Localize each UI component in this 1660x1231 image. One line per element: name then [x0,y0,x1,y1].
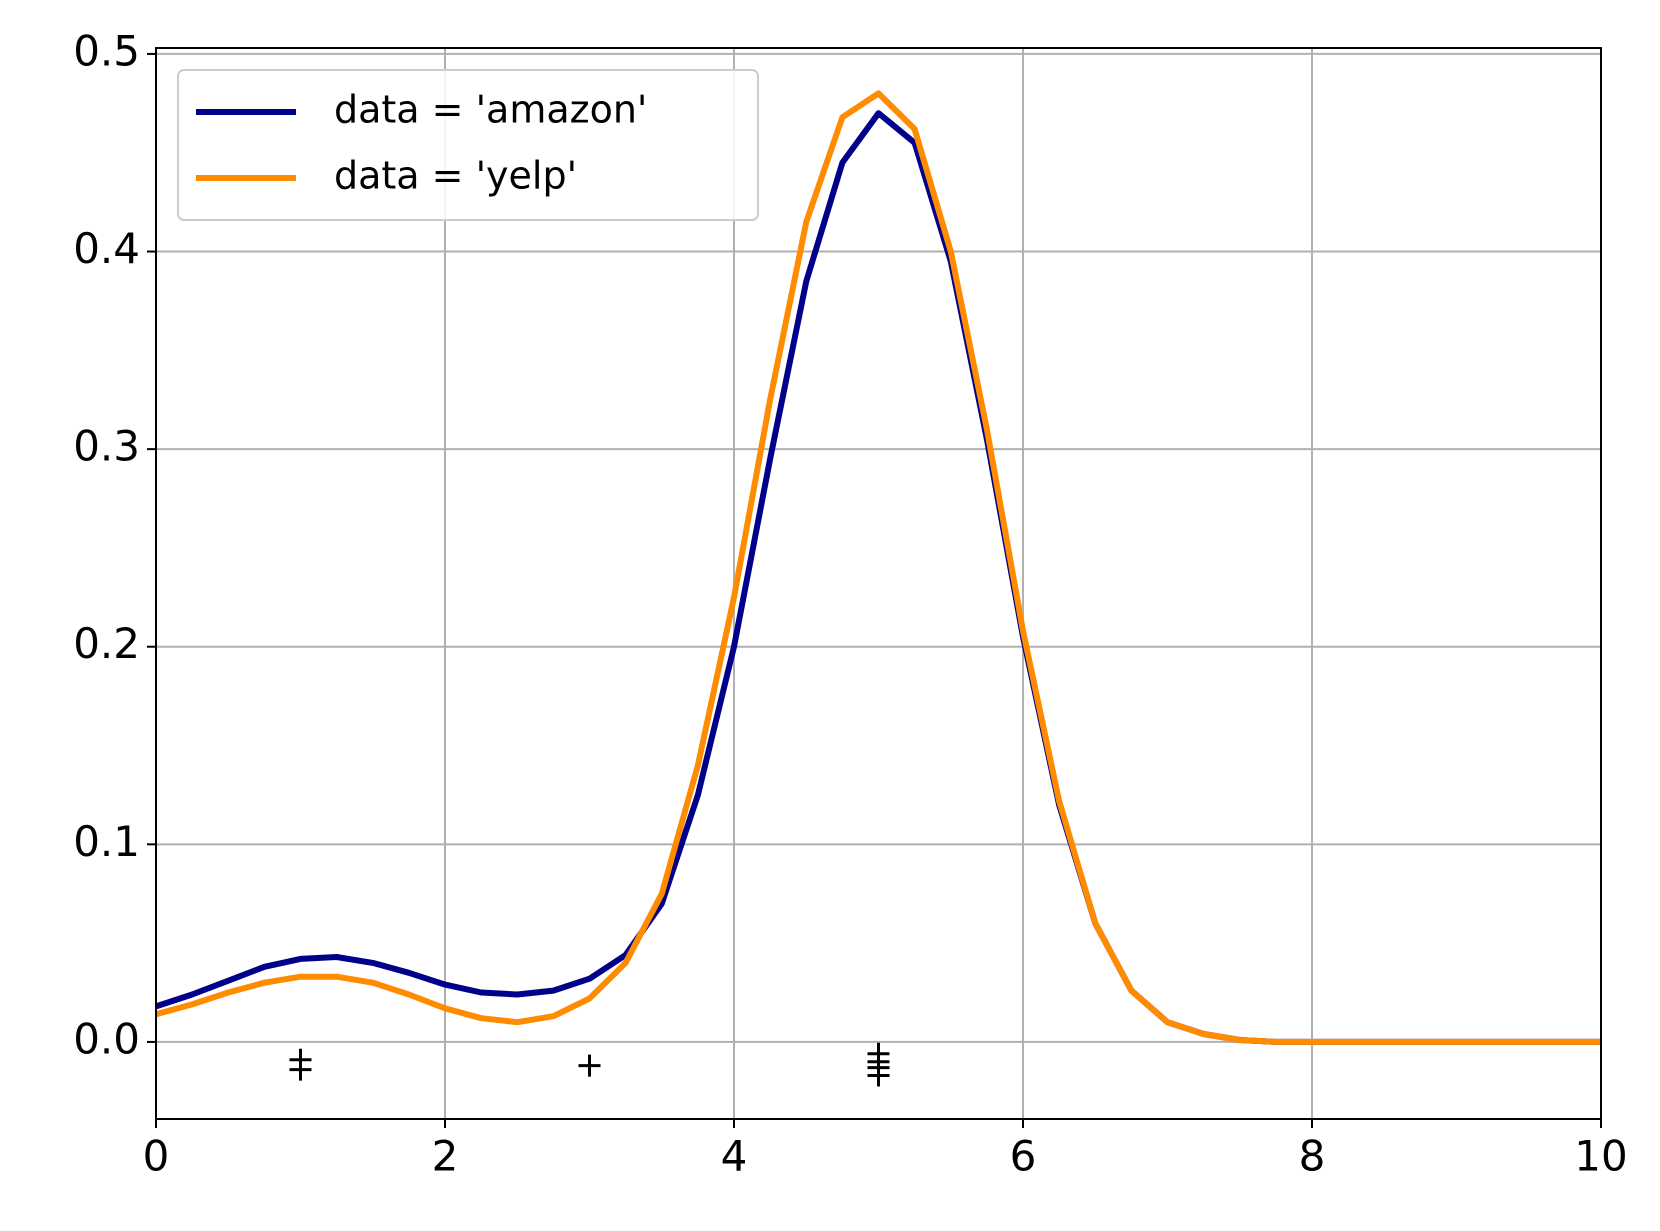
line-series [155,90,1601,1045]
x-tick-label: 2 [432,1132,459,1181]
x-tick-label: 8 [1299,1132,1326,1181]
x-tick-label: 0 [143,1132,170,1181]
y-tick-label: 0.3 [73,422,140,471]
y-tick-label: 0.0 [73,1014,140,1063]
x-tick-label: 10 [1574,1132,1627,1181]
rug-marker [867,1064,890,1087]
plot-frame [155,47,1602,1120]
y-tick-label: 0.2 [73,619,140,668]
legend-label: data = 'yelp' [334,154,577,198]
legend-box [177,69,759,221]
rug-marker [289,1058,312,1081]
x-tick-label: 4 [721,1132,748,1181]
rug-marker [578,1054,601,1077]
y-tick-label: 0.5 [73,26,140,75]
x-tick-label: 6 [1010,1132,1037,1181]
y-tick-label: 0.1 [73,817,140,866]
y-tick-label: 0.4 [73,224,140,273]
legend-label: data = 'amazon' [334,88,647,132]
